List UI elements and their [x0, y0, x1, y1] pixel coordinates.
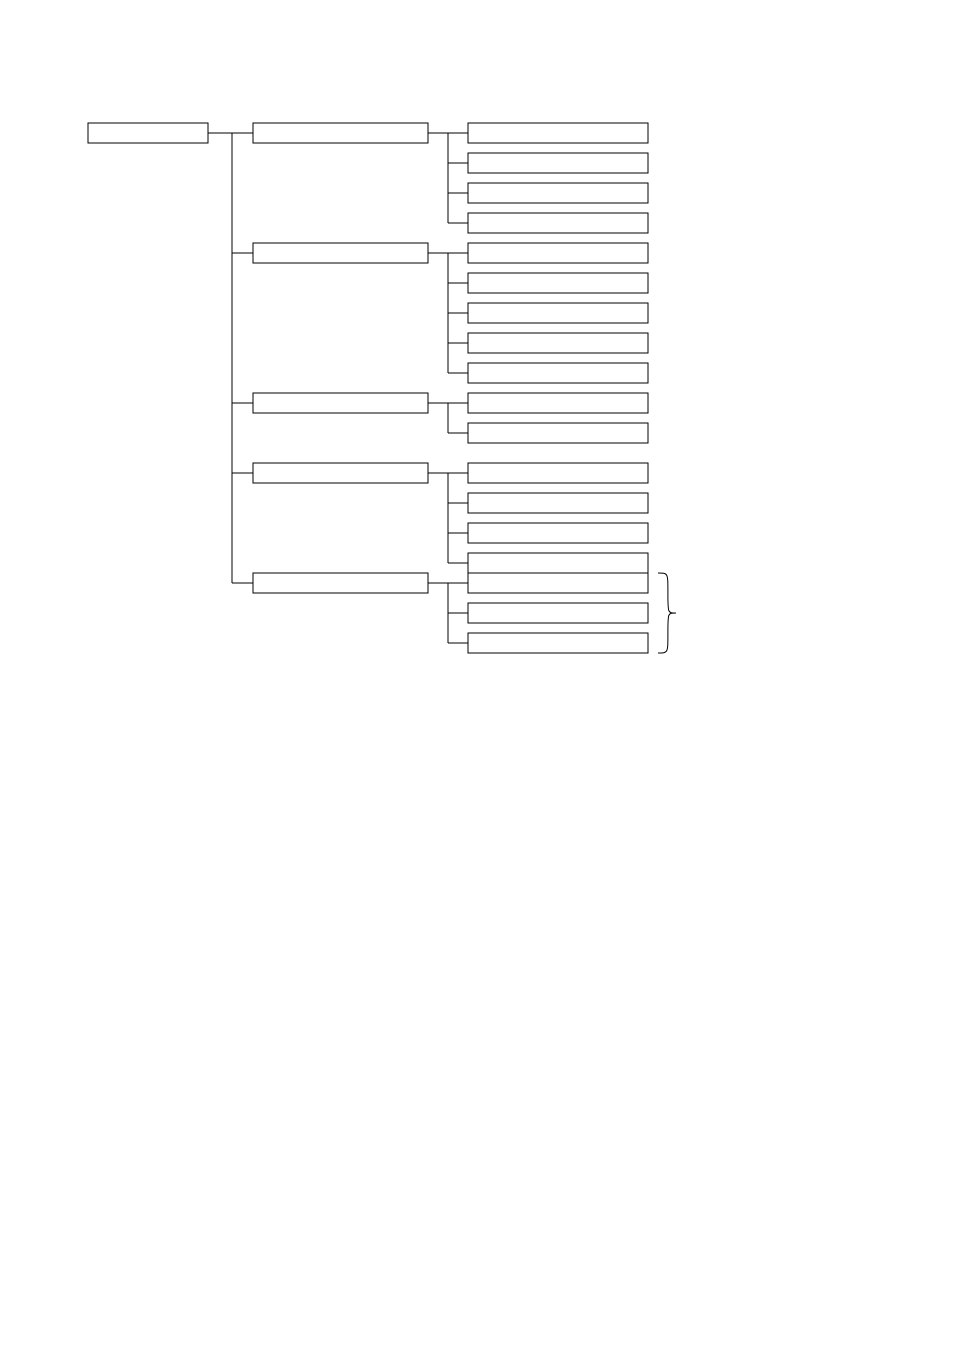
group-4 — [253, 573, 428, 593]
brace-icon — [658, 573, 676, 653]
tree-diagram — [0, 0, 954, 1349]
group-4-child-1 — [468, 603, 648, 623]
group-0-child-0 — [468, 123, 648, 143]
group-3-child-0 — [468, 463, 648, 483]
group-0-child-1 — [468, 153, 648, 173]
group-0 — [253, 123, 428, 143]
group-3-child-1 — [468, 493, 648, 513]
group-0-child-3 — [468, 213, 648, 233]
group-1-child-3 — [468, 333, 648, 353]
group-1-child-0 — [468, 243, 648, 263]
group-2 — [253, 393, 428, 413]
group-4-child-2 — [468, 633, 648, 653]
group-3 — [253, 463, 428, 483]
group-0-child-2 — [468, 183, 648, 203]
group-3-child-2 — [468, 523, 648, 543]
group-1-child-2 — [468, 303, 648, 323]
group-1-child-1 — [468, 273, 648, 293]
root-node — [88, 123, 208, 143]
group-2-child-0 — [468, 393, 648, 413]
group-3-child-3 — [468, 553, 648, 573]
group-1-child-4 — [468, 363, 648, 383]
group-2-child-1 — [468, 423, 648, 443]
group-4-child-0 — [468, 573, 648, 593]
group-1 — [253, 243, 428, 263]
